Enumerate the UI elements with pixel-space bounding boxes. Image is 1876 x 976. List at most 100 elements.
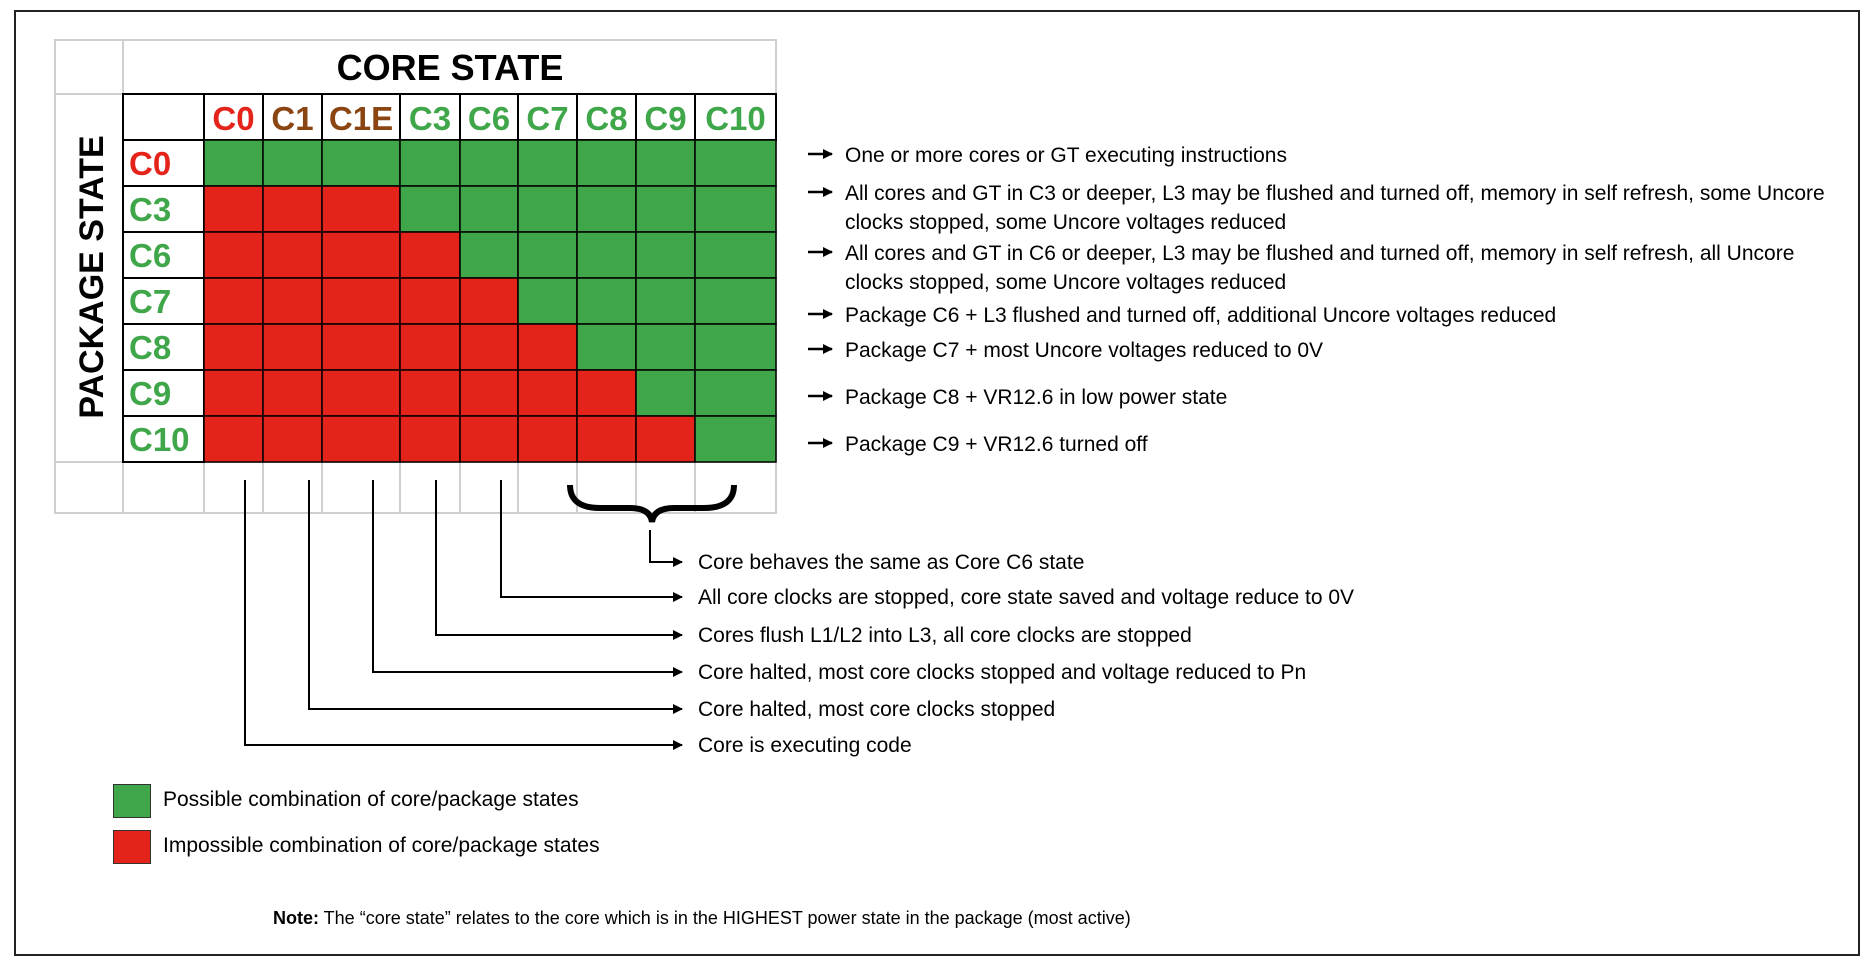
impossible-cell-c3-c1e xyxy=(321,185,401,233)
core-desc-c1: Core halted, most core clocks stopped xyxy=(698,698,1055,721)
package-state-box xyxy=(122,139,205,187)
figure-border xyxy=(14,10,1860,956)
possible-cell-c0-c0 xyxy=(203,139,264,187)
impossible-cell-c9-c6 xyxy=(459,369,519,417)
possible-cell-c7-c10 xyxy=(694,277,777,325)
impossible-cell-c8-c1e xyxy=(321,323,401,371)
package-state-desc-c0: One or more cores or GT executing instru… xyxy=(845,144,1287,167)
possible-cell-c7-c7 xyxy=(517,277,578,325)
package-state-desc-c9: Package C8 + VR12.6 in low power state xyxy=(845,386,1227,409)
connector-c3 xyxy=(435,480,683,640)
impossible-cell-c8-c3 xyxy=(399,323,461,371)
possible-cell-c6-c8 xyxy=(576,231,637,279)
package-state-box xyxy=(122,369,205,417)
core-description-connectors xyxy=(244,480,683,750)
package-state-label-c0: C0 xyxy=(129,145,171,182)
possible-cell-c7-c9 xyxy=(635,277,696,325)
package-state-desc-c3: clocks stopped, some Uncore voltages red… xyxy=(845,211,1286,234)
package-state-label-c7: C7 xyxy=(129,283,171,320)
core-state-header-c7: C7 xyxy=(526,100,568,137)
impossible-cell-c7-c1 xyxy=(262,277,323,325)
connector-c0 xyxy=(244,480,683,750)
package-state-label-c10: C10 xyxy=(129,421,190,458)
impossible-cell-c7-c3 xyxy=(399,277,461,325)
impossible-cell-c9-c3 xyxy=(399,369,461,417)
impossible-cell-c8-c7 xyxy=(517,323,578,371)
package-state-desc-c10: Package C9 + VR12.6 turned off xyxy=(845,433,1148,456)
possible-cell-c0-c10 xyxy=(694,139,777,187)
possible-cell-c9-c10 xyxy=(694,369,777,417)
impossible-cell-c10-c0 xyxy=(203,415,264,463)
possible-cell-c8-c9 xyxy=(635,323,696,371)
possible-cell-c6-c9 xyxy=(635,231,696,279)
legend-swatch-impossible xyxy=(113,830,151,864)
connector-c1e xyxy=(372,480,683,677)
header-row-box xyxy=(122,93,777,141)
impossible-cell-c7-c1e xyxy=(321,277,401,325)
impossible-cell-c8-c1 xyxy=(262,323,323,371)
impossible-cell-c10-c8 xyxy=(576,415,637,463)
possible-cell-c9-c9 xyxy=(635,369,696,417)
core-state-descriptions: Core behaves the same as Core C6 state Al… xyxy=(698,551,1354,757)
possible-cell-c8-c10 xyxy=(694,323,777,371)
connector-c6 xyxy=(500,480,683,602)
possible-cell-c6-c7 xyxy=(517,231,578,279)
impossible-cell-c9-c1e xyxy=(321,369,401,417)
possible-cell-c3-c7 xyxy=(517,185,578,233)
core-state-headers: C0 C1 C1E C3 C6 C7 C8 C9 C10 xyxy=(122,93,777,141)
note-label: Note: xyxy=(273,908,319,928)
possible-cell-c3-c9 xyxy=(635,185,696,233)
core-state-title: CORE STATE xyxy=(337,47,564,88)
possible-cell-c3-c3 xyxy=(399,185,461,233)
note: Note: The “core state” relates to the co… xyxy=(273,908,1131,929)
package-state-desc-c7: Package C6 + L3 flushed and turned off, … xyxy=(845,304,1556,327)
possible-cell-c0-c8 xyxy=(576,139,637,187)
impossible-cell-c6-c3 xyxy=(399,231,461,279)
impossible-cell-c9-c0 xyxy=(203,369,264,417)
core-state-header-c3: C3 xyxy=(409,100,451,137)
possible-cell-c0-c7 xyxy=(517,139,578,187)
possible-cell-c3-c10 xyxy=(694,185,777,233)
core-state-header-c1: C1 xyxy=(271,100,313,137)
core-state-header-c9: C9 xyxy=(644,100,686,137)
package-state-label-c3: C3 xyxy=(129,191,171,228)
package-state-desc-c8: Package C7 + most Uncore voltages reduce… xyxy=(845,339,1323,362)
possible-cell-c6-c10 xyxy=(694,231,777,279)
core-desc-c0: Core is executing code xyxy=(698,734,912,757)
c8-c10-brace-icon xyxy=(567,484,737,523)
impossible-cell-c10-c3 xyxy=(399,415,461,463)
impossible-cell-c10-c9 xyxy=(635,415,696,463)
core-state-header-c1e: C1E xyxy=(329,100,393,137)
impossible-cell-c6-c0 xyxy=(203,231,264,279)
possible-cell-c3-c8 xyxy=(576,185,637,233)
possible-cell-c7-c8 xyxy=(576,277,637,325)
legend-swatch-possible xyxy=(113,784,151,818)
impossible-cell-c9-c8 xyxy=(576,369,637,417)
note-text: The “core state” relates to the core whi… xyxy=(319,908,1131,928)
possible-cell-c0-c9 xyxy=(635,139,696,187)
impossible-cell-c6-c1e xyxy=(321,231,401,279)
impossible-cell-c8-c0 xyxy=(203,323,264,371)
package-state-label-c8: C8 xyxy=(129,329,171,366)
core-desc-c8-c10: Core behaves the same as Core C6 state xyxy=(698,551,1084,574)
possible-cell-c0-c1 xyxy=(262,139,323,187)
legend-label-possible: Possible combination of core/package sta… xyxy=(163,788,579,811)
package-state-label-c9: C9 xyxy=(129,375,171,412)
core-desc-c6: All core clocks are stopped, core state … xyxy=(698,586,1354,609)
impossible-cell-c10-c7 xyxy=(517,415,578,463)
core-state-header-c0: C0 xyxy=(212,100,254,137)
impossible-cell-c9-c7 xyxy=(517,369,578,417)
impossible-cell-c8-c6 xyxy=(459,323,519,371)
legend-label-impossible: Impossible combination of core/package s… xyxy=(163,834,600,857)
impossible-cell-c9-c1 xyxy=(262,369,323,417)
core-desc-c3: Cores flush L1/L2 into L3, all core cloc… xyxy=(698,624,1192,647)
package-state-labels: C0 C3 C6 C7 C8 C9 C10 xyxy=(122,139,205,463)
impossible-cell-c3-c0 xyxy=(203,185,264,233)
connector-c1 xyxy=(308,480,683,714)
possible-cell-c0-c3 xyxy=(399,139,461,187)
package-state-desc-c3: All cores and GT in C3 or deeper, L3 may… xyxy=(845,182,1825,205)
package-state-descriptions: One or more cores or GT executing instru… xyxy=(808,144,1825,456)
package-state-label-c6: C6 xyxy=(129,237,171,274)
possible-cell-c3-c6 xyxy=(459,185,519,233)
